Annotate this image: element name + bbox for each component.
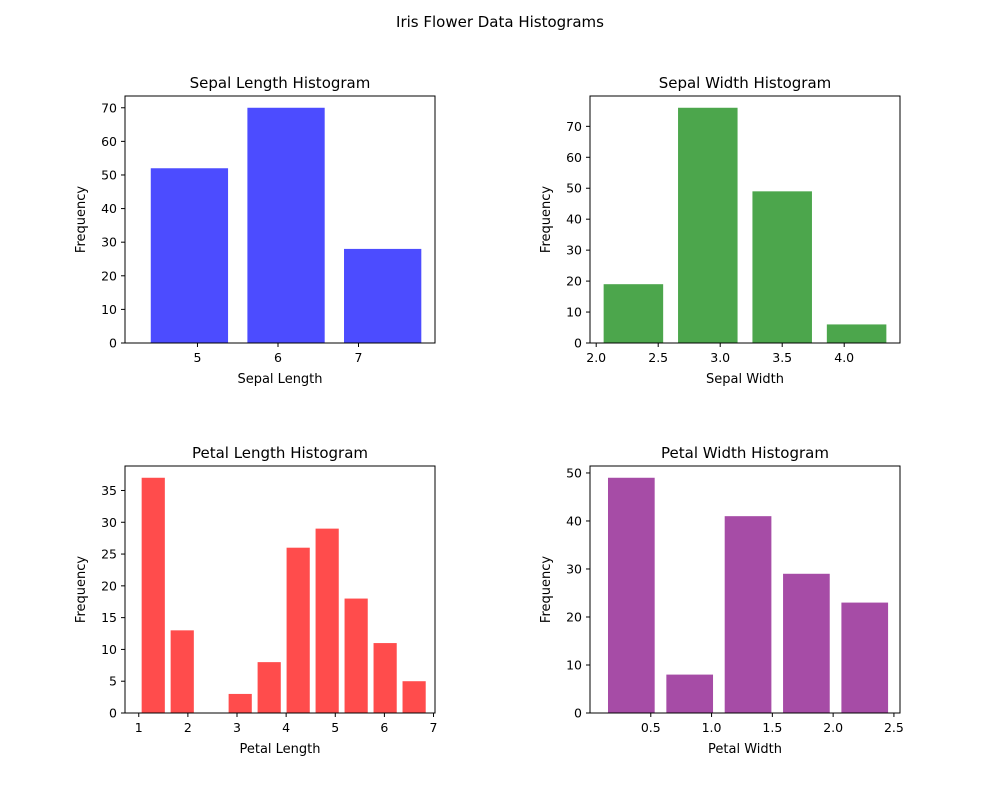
- sepal-width-ytick-label: 60: [566, 150, 582, 165]
- petal-width-xtick-label: 1.5: [762, 720, 782, 735]
- figure-title: Iris Flower Data Histograms: [396, 13, 604, 31]
- petal-length-xlabel: Petal Length: [239, 742, 320, 757]
- petal-length-ytick-label: 15: [101, 610, 117, 625]
- sepal-width-xtick-label: 4.0: [834, 350, 854, 365]
- petal-length-bar: [402, 681, 426, 713]
- sepal-width-bar: [826, 324, 887, 343]
- sepal-width-xtick-label: 2.0: [586, 350, 606, 365]
- petal-length-xtick-label: 1: [135, 720, 143, 735]
- sepal-width-ytick-label: 50: [566, 181, 582, 196]
- petal-width-ytick-label: 20: [566, 609, 582, 624]
- sepal-length-axes-frame: [124, 95, 436, 344]
- sepal-width-bar: [678, 107, 738, 343]
- petal-length-ytick-label: 5: [109, 674, 117, 689]
- petal-length-xtick-label: 5: [331, 720, 339, 735]
- sepal-length-ytick-label: 40: [101, 201, 117, 216]
- sepal-width-ytick-label: 40: [566, 212, 582, 227]
- petal-width-xlabel: Petal Width: [708, 742, 782, 757]
- sepal-length-bar: [247, 107, 325, 343]
- petal-length-ytick-label: 35: [101, 483, 117, 498]
- sepal-length-ytick-label: 70: [101, 100, 117, 115]
- petal-length-ytick-label: 20: [101, 578, 117, 593]
- sepal-width-histogram: 2.0 2.5 3.0 3.5 4.0 0 10 20 30 40 50 60 70 Sepal Widt…: [539, 74, 901, 387]
- sepal-width-ytick-label: 30: [566, 243, 582, 258]
- petal-length-bar: [286, 547, 310, 713]
- sepal-length-title: Sepal Length Histogram: [190, 74, 371, 92]
- petal-length-histogram: 1 2 3 4 5 6 7 0 5 10 15 20 25 30 35 Petal Length Histog…: [74, 444, 438, 757]
- petal-width-ytick-label: 50: [566, 465, 582, 480]
- sepal-width-ytick-label: 10: [566, 305, 582, 320]
- petal-width-bar: [841, 602, 889, 713]
- petal-width-ytick-label: 0: [574, 706, 582, 721]
- petal-length-bar: [141, 477, 165, 713]
- petal-width-xtick-label: 2.0: [823, 720, 843, 735]
- sepal-width-ylabel: Frequency: [539, 186, 554, 253]
- petal-length-axes-frame: [124, 465, 436, 714]
- petal-width-ytick-label: 10: [566, 657, 582, 672]
- sepal-length-xtick-label: 6: [274, 350, 282, 365]
- sepal-width-title: Sepal Width Histogram: [659, 74, 832, 92]
- petal-length-bar: [315, 528, 339, 713]
- petal-width-xtick-label: 1.0: [702, 720, 722, 735]
- petal-width-bar: [666, 674, 714, 713]
- sepal-length-ytick-label: 60: [101, 134, 117, 149]
- sepal-length-ytick-label: 10: [101, 302, 117, 317]
- sepal-length-ytick-label: 0: [109, 336, 117, 351]
- sepal-width-bar: [603, 284, 664, 343]
- sepal-width-xtick-label: 3.5: [772, 350, 792, 365]
- petal-width-axes-frame: [589, 465, 901, 714]
- sepal-length-ylabel: Frequency: [74, 186, 89, 253]
- petal-length-xtick-label: 2: [184, 720, 192, 735]
- sepal-length-ytick-label: 50: [101, 167, 117, 182]
- petal-length-bar: [257, 662, 281, 713]
- petal-width-bar: [607, 477, 655, 713]
- sepal-length-xlabel: Sepal Length: [237, 372, 322, 387]
- sepal-width-ytick-label: 70: [566, 119, 582, 134]
- petal-width-xtick-label: 2.5: [884, 720, 904, 735]
- sepal-length-ytick-label: 30: [101, 235, 117, 250]
- sepal-width-xlabel: Sepal Width: [706, 372, 784, 387]
- sepal-length-xtick-label: 7: [355, 350, 363, 365]
- petal-width-bar: [783, 573, 830, 713]
- petal-length-ytick-label: 10: [101, 642, 117, 657]
- sepal-width-ytick-label: 20: [566, 274, 582, 289]
- petal-width-ylabel: Frequency: [539, 556, 554, 623]
- petal-width-title: Petal Width Histogram: [661, 444, 829, 462]
- petal-length-xtick-label: 6: [380, 720, 388, 735]
- sepal-length-bar: [344, 248, 422, 343]
- petal-length-ylabel: Frequency: [74, 556, 89, 623]
- petal-length-bar: [373, 643, 397, 713]
- petal-length-title: Petal Length Histogram: [192, 444, 368, 462]
- petal-length-ytick-label: 30: [101, 515, 117, 530]
- sepal-width-ytick-label: 0: [574, 336, 582, 351]
- petal-length-bar: [170, 630, 194, 713]
- sepal-length-ytick-label: 20: [101, 268, 117, 283]
- petal-width-histogram: 0.5 1.0 1.5 2.0 2.5 0 10 20 30 40 50 Petal Width Hi…: [539, 444, 904, 757]
- sepal-width-xtick-label: 3.0: [710, 350, 730, 365]
- petal-width-ytick-label: 40: [566, 513, 582, 528]
- sepal-length-bar: [150, 168, 229, 343]
- sepal-length-xtick-label: 5: [193, 350, 201, 365]
- petal-length-ytick-label: 0: [109, 706, 117, 721]
- petal-width-ytick-label: 30: [566, 561, 582, 576]
- petal-length-ytick-label: 25: [101, 547, 117, 562]
- sepal-width-bar: [752, 191, 812, 343]
- petal-length-xtick-label: 4: [282, 720, 290, 735]
- petal-length-bar: [344, 598, 368, 713]
- petal-length-xtick-label: 3: [233, 720, 241, 735]
- petal-width-bar: [724, 516, 772, 713]
- petal-length-bar: [228, 693, 252, 713]
- petal-width-xtick-label: 0.5: [641, 720, 661, 735]
- petal-length-xtick-label: 7: [430, 720, 438, 735]
- sepal-width-xtick-label: 2.5: [648, 350, 668, 365]
